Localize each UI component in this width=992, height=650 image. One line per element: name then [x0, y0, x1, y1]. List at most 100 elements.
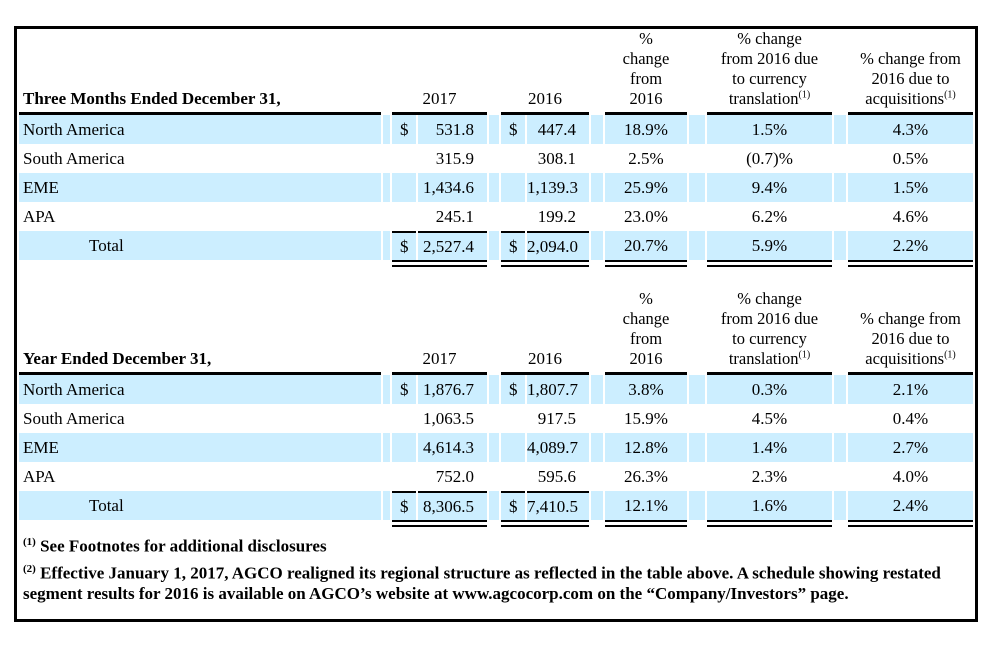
pct-change-value: 18.9%: [605, 115, 687, 144]
value-2017: 4,614.3: [418, 433, 487, 462]
region-label: EME: [19, 173, 381, 202]
dollar-sign-2016: [501, 144, 525, 173]
acquisitions-value: 4.0%: [892, 466, 929, 486]
table-row: APA 752.0 595.6 26.3% 2.3% 4.0%: [19, 462, 973, 491]
currency-translation-value: 1.5%: [707, 115, 832, 144]
dollar-sign-2016: [501, 173, 525, 202]
segment-results-panel: Three Months Ended December 31, 2017 201…: [14, 26, 978, 622]
dollar-sign-2017: $: [392, 375, 416, 404]
double-underline: [392, 520, 487, 527]
total-value-2016: 2,094.0: [527, 231, 589, 260]
total-currency-translation-value: 1.6%: [707, 491, 832, 520]
currency-translation-value: 1.4%: [707, 433, 832, 462]
total-currency-translation-value: 5.9%: [707, 231, 832, 260]
double-underline: [707, 260, 832, 267]
dollar-sign-2017: [392, 433, 416, 462]
pct-change-value: 3.8%: [605, 375, 687, 404]
pct-change-value: 2.5%: [628, 148, 664, 168]
dollar-sign-2016: $: [501, 115, 525, 144]
footnote-1: (1) See Footnotes for additional disclos…: [23, 532, 965, 557]
currency-translation-value: 0.3%: [707, 375, 832, 404]
total-label: Total: [19, 491, 381, 520]
value-2017: 1,434.6: [418, 173, 487, 202]
dollar-sign-2016: [501, 462, 525, 491]
dollar-sign-2017: [392, 144, 416, 173]
pct-change-value: 26.3%: [624, 466, 668, 486]
acquisitions-value: 1.5%: [848, 173, 973, 202]
total-value-2017: 2,527.4: [418, 231, 487, 260]
dollar-sign-2017: [392, 404, 416, 433]
acquisitions-value: 2.1%: [848, 375, 973, 404]
value-2016: 595.6: [537, 466, 576, 486]
footnote-ref-icon: (1): [798, 89, 811, 101]
dollar-sign-2017: [392, 462, 416, 491]
year-table: Year Ended December 31, 2017 2016 % chan…: [17, 289, 975, 527]
pct-change-value: 23.0%: [624, 206, 668, 226]
region-label: North America: [19, 115, 381, 144]
period-header: Year Ended December 31,: [19, 289, 381, 375]
footnote-2-text: Effective January 1, 2017, AGCO realigne…: [23, 563, 941, 604]
currency-translation-value: (0.7)%: [746, 148, 793, 168]
year-2017-header: 2017: [392, 29, 487, 115]
dollar-sign-2017: $: [392, 491, 416, 520]
table-row: EME 1,434.6 1,139.3 25.9% 9.4% 1.5%: [19, 173, 973, 202]
table-header-row: Year Ended December 31, 2017 2016 % chan…: [19, 289, 973, 375]
currency-translation-value: 6.2%: [751, 206, 788, 226]
double-underline: [707, 520, 832, 527]
pct-change-header: % change from 2016: [605, 289, 687, 375]
double-underline: [605, 520, 687, 527]
total-pct-change-value: 12.1%: [605, 491, 687, 520]
acquisitions-value: 2.7%: [848, 433, 973, 462]
region-label: North America: [19, 375, 381, 404]
table-header-row: Three Months Ended December 31, 2017 201…: [19, 29, 973, 115]
dollar-sign-2017: $: [392, 231, 416, 260]
value-2016: 1,139.3: [527, 173, 589, 202]
region-label: APA: [23, 466, 56, 486]
acquisitions-header: % change from 2016 due to acquisitions(1…: [848, 29, 973, 115]
table-row: North America $ 531.8 $ 447.4 18.9% 1.5%…: [19, 115, 973, 144]
table-row: North America $ 1,876.7 $ 1,807.7 3.8% 0…: [19, 375, 973, 404]
acquisitions-value: 0.5%: [892, 148, 929, 168]
value-2017: 245.1: [435, 206, 474, 226]
value-2017: 315.9: [435, 148, 474, 168]
dollar-sign-2016: [501, 404, 525, 433]
value-2016: 199.2: [537, 206, 576, 226]
double-underline: [848, 260, 973, 267]
year-2016-header: 2016: [501, 289, 589, 375]
acquisitions-value: 4.3%: [848, 115, 973, 144]
total-value-2017: 8,306.5: [418, 491, 487, 520]
value-2017: 1,063.5: [423, 408, 474, 428]
dollar-sign-2016: $: [501, 375, 525, 404]
dollar-sign-2017: $: [392, 115, 416, 144]
value-2016: 917.5: [537, 408, 576, 428]
value-2016: 447.4: [527, 115, 589, 144]
double-underline: [501, 260, 589, 267]
currency-translation-value: 9.4%: [707, 173, 832, 202]
value-2016: 1,807.7: [527, 375, 589, 404]
total-acquisitions-value: 2.4%: [848, 491, 973, 520]
table-row: EME 4,614.3 4,089.7 12.8% 1.4% 2.7%: [19, 433, 973, 462]
dollar-sign-2016: $: [501, 231, 525, 260]
table-row: APA 245.1 199.2 23.0% 6.2% 4.6%: [19, 202, 973, 231]
dollar-sign-2016: $: [501, 491, 525, 520]
total-row: Total $ 2,527.4 $ 2,094.0 20.7% 5.9% 2.2…: [19, 231, 973, 260]
year-2017-header: 2017: [392, 289, 487, 375]
dollar-sign-2016: [501, 433, 525, 462]
acquisitions-header: % change from 2016 due to acquisitions(1…: [848, 289, 973, 375]
region-label: APA: [23, 206, 56, 226]
double-underline: [605, 260, 687, 267]
currency-translation-value: 4.5%: [751, 408, 788, 428]
footnote-ref-icon: (1): [944, 89, 956, 101]
double-underline: [501, 520, 589, 527]
double-underline-row: [19, 520, 973, 527]
currency-translation-header: % change from 2016 due to currency trans…: [707, 29, 832, 115]
year-2016-header: 2016: [501, 29, 589, 115]
three-months-table: Three Months Ended December 31, 2017 201…: [17, 29, 975, 267]
currency-translation-value: 2.3%: [751, 466, 788, 486]
total-value-2016: 7,410.5: [527, 491, 589, 520]
footnote-2-marker: (2): [23, 562, 36, 575]
region-label: South America: [23, 148, 125, 168]
acquisitions-value: 4.6%: [892, 206, 929, 226]
total-pct-change-value: 20.7%: [605, 231, 687, 260]
